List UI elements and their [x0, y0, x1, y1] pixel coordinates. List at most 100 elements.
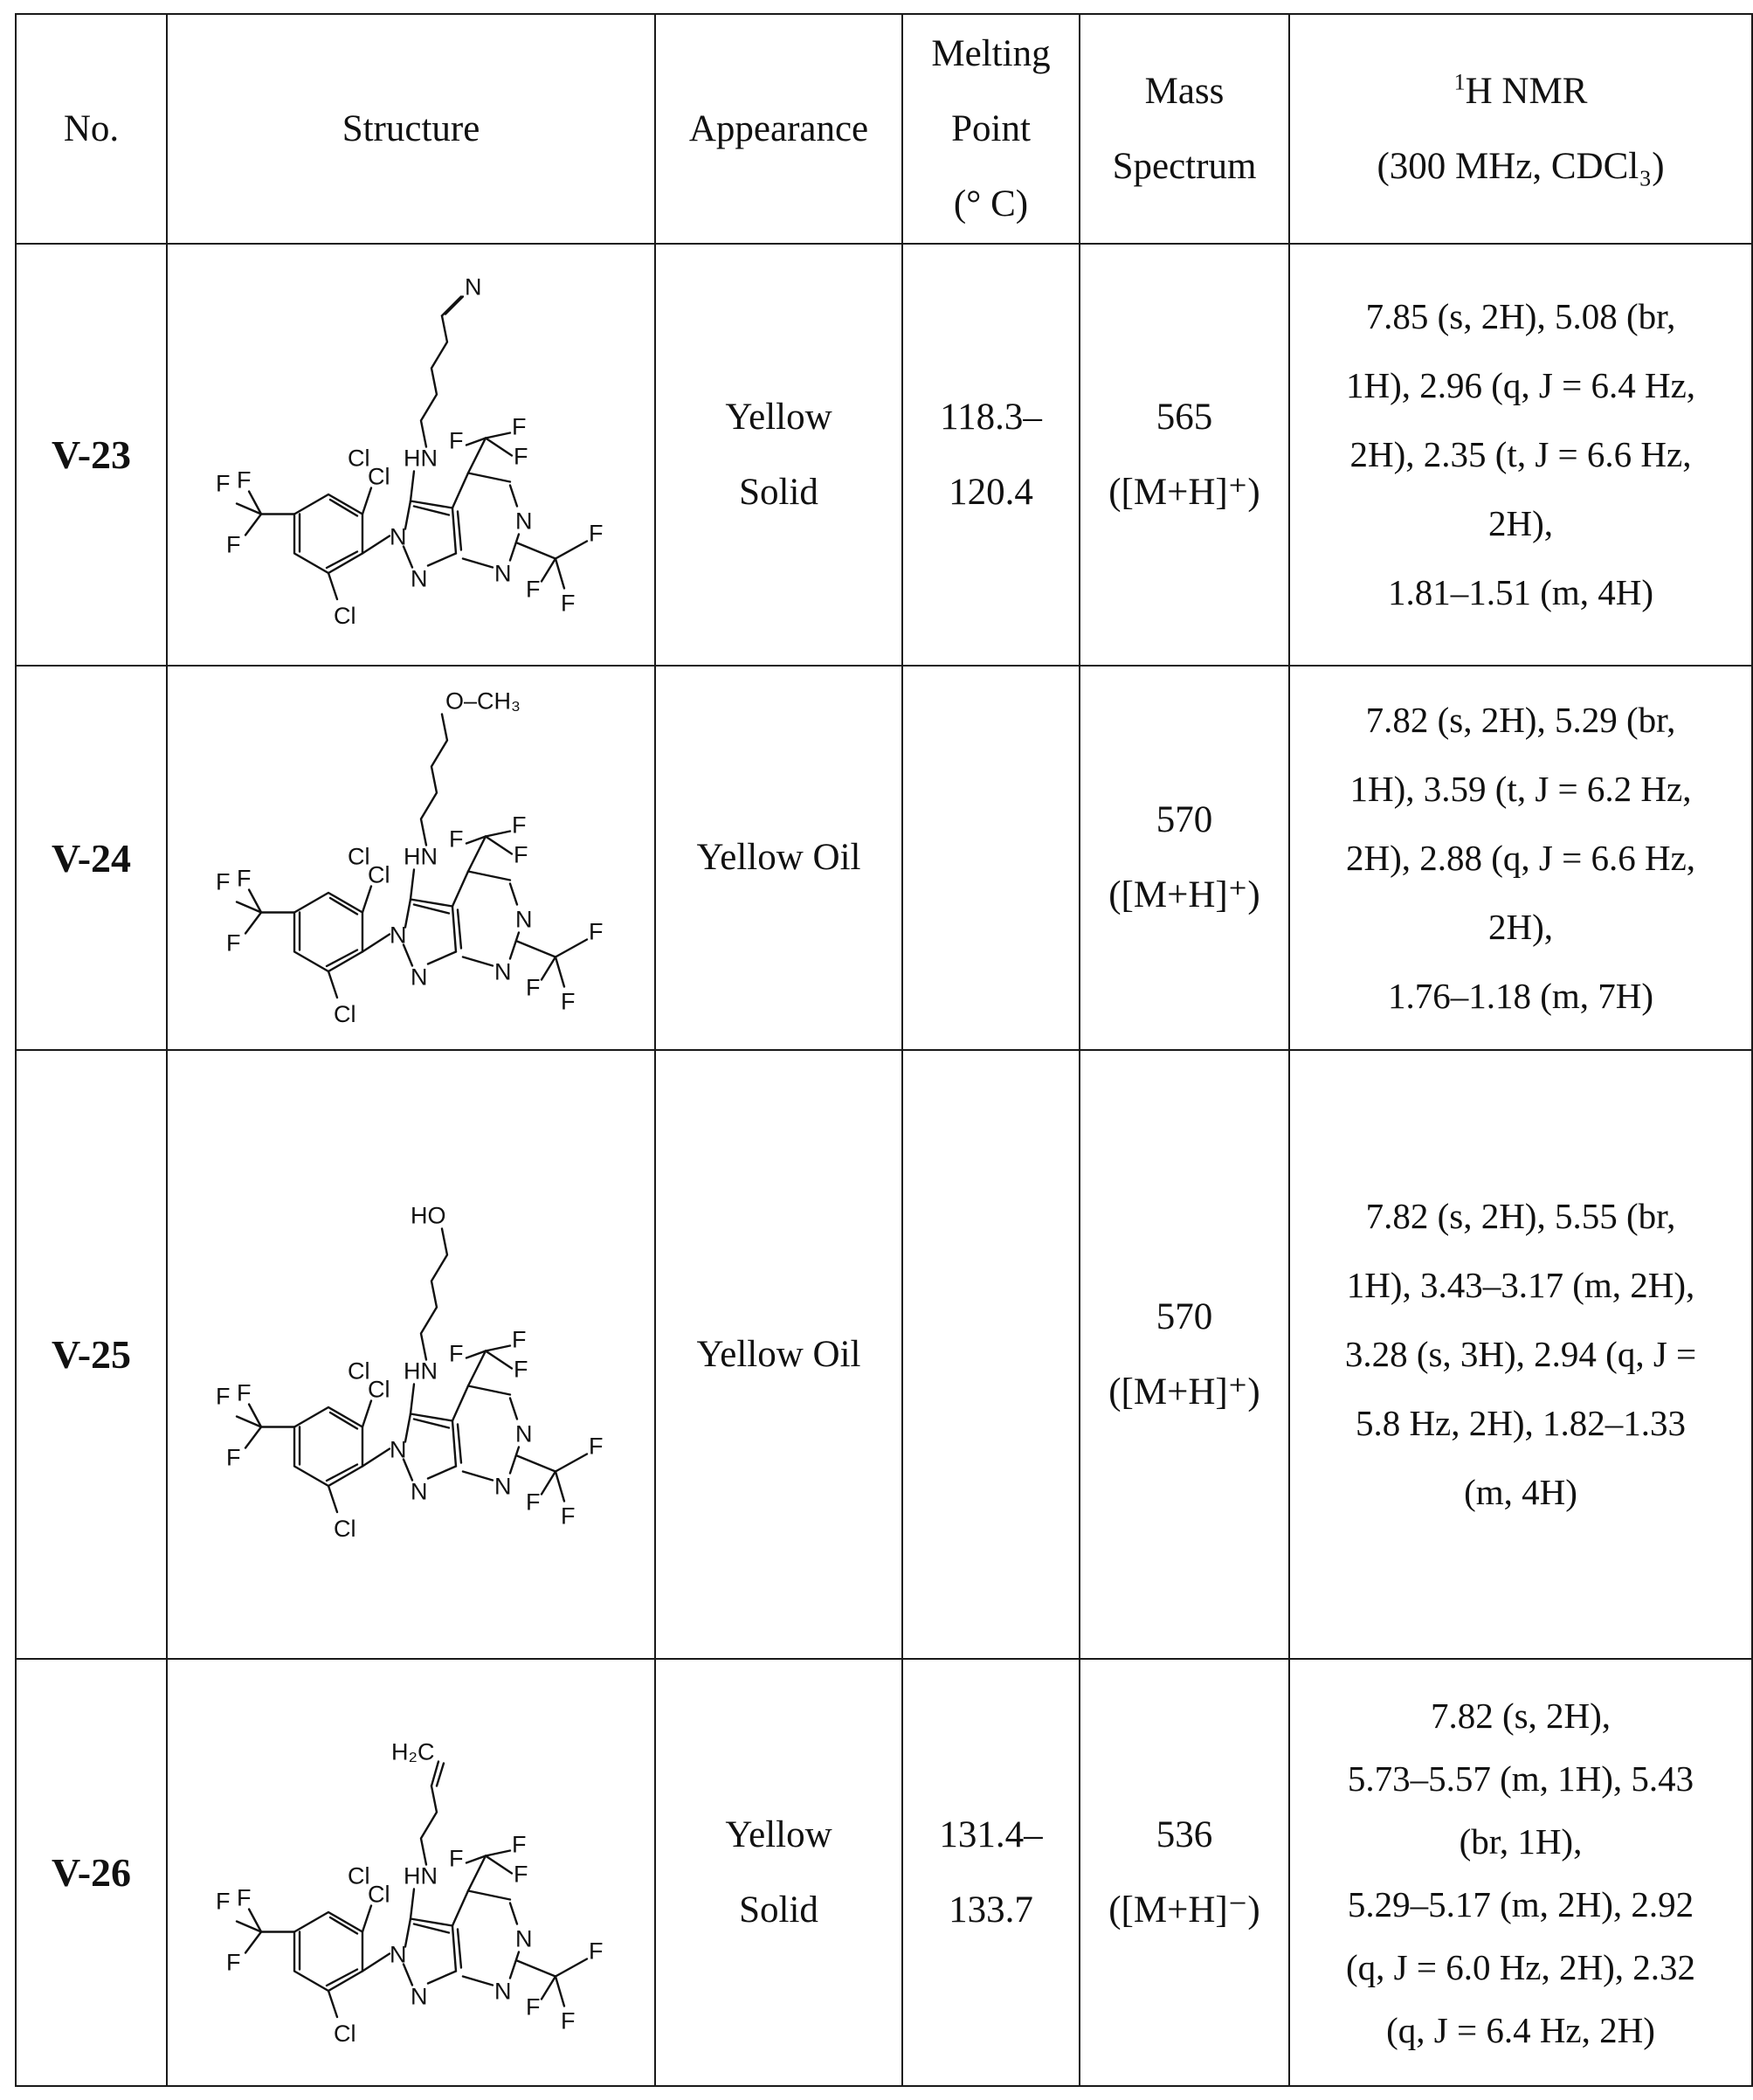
bond — [462, 957, 492, 966]
bond — [245, 913, 261, 934]
benzene-ring — [294, 1912, 362, 1991]
benzene-ring — [294, 893, 362, 971]
bond — [457, 511, 460, 549]
bond — [555, 1958, 586, 1976]
atom-label-n: N — [493, 1978, 511, 2004]
atom-label: F — [448, 1340, 463, 1366]
bond — [541, 1976, 555, 1999]
bond — [462, 1976, 492, 1985]
bond — [541, 558, 555, 581]
bond — [410, 471, 413, 501]
structure-cell: FFFClClNNHNClNNFFFFFFO–CH₃ — [167, 666, 655, 1050]
structure-cell: FFFClClNNHNClNNFFFFFFN — [167, 244, 655, 666]
atom-label: Cl — [367, 1376, 390, 1402]
atom-label: F — [525, 1993, 540, 2020]
header-nmr: 1H NMR (300 MHz, CDCl₃) — [1289, 14, 1752, 244]
chemical-structure-diagram: FFFClClNNHNClNNFFFFFFH₂C — [176, 1689, 647, 2056]
bond — [362, 935, 389, 952]
bond — [441, 296, 460, 315]
bond — [328, 1991, 337, 2017]
bond — [427, 1466, 455, 1478]
bond — [555, 558, 563, 588]
nmr-cell: 7.82 (s, 2H),5.73–5.57 (m, 1H), 5.43(br,… — [1289, 1659, 1752, 2086]
atom-label: F — [511, 413, 526, 439]
atom-label: F — [216, 1888, 231, 1914]
bond — [516, 542, 555, 558]
header-structure: Structure — [167, 14, 655, 244]
table-body: V-23 FFFClClNNHNClNNFFFFFFN YellowSolid … — [16, 244, 1752, 2086]
chain-end-label: O–CH₃ — [445, 688, 520, 715]
bond — [509, 1398, 516, 1419]
bond — [555, 957, 563, 987]
atom-label: F — [511, 1831, 526, 1857]
bond — [485, 1350, 511, 1368]
bond — [420, 1228, 446, 1359]
header-appearance: Appearance — [655, 14, 902, 244]
atom-label: Cl — [334, 1516, 356, 1542]
bond — [555, 1471, 563, 1501]
bond — [509, 1951, 518, 1978]
header-mass-spectrum: Mass Spectrum — [1080, 14, 1289, 244]
bond — [457, 1929, 460, 1967]
atom-label-n: N — [410, 964, 427, 991]
structure-cell: FFFClClNNHNClNNFFFFFFHO — [167, 1050, 655, 1659]
atom-label: F — [513, 443, 528, 469]
atom-label: Cl — [334, 603, 356, 629]
bond — [462, 558, 492, 567]
bond — [427, 1971, 455, 1983]
bond — [485, 1855, 511, 1873]
atom-label: F — [511, 1326, 526, 1352]
atom-label-n: N — [493, 959, 511, 985]
chemical-structure-diagram: FFFClClNNHNClNNFFFFFFHO — [176, 1150, 647, 1560]
bond — [362, 1905, 370, 1931]
atom-label-hn: HN — [403, 1862, 437, 1889]
atom-label-cl: Cl — [347, 1357, 369, 1384]
chain-end-label: HO — [410, 1202, 445, 1228]
bond — [457, 1424, 460, 1462]
atom-label: F — [588, 1938, 603, 1964]
atom-label: F — [237, 1884, 252, 1910]
chemical-structure-diagram: FFFClClNNHNClNNFFFFFFO–CH₃ — [176, 670, 647, 1046]
bond — [328, 971, 337, 998]
atom-label: F — [513, 1356, 528, 1382]
atom-label: F — [588, 1433, 603, 1459]
bond — [452, 473, 509, 508]
atom-label: Cl — [367, 463, 390, 489]
atom-label-hn: HN — [403, 1357, 437, 1384]
bond — [485, 438, 511, 455]
bond — [328, 573, 337, 599]
atom-label: F — [226, 1444, 241, 1470]
bond — [420, 715, 446, 846]
bond — [403, 945, 411, 966]
atom-label-n: N — [514, 907, 532, 933]
bond — [245, 1426, 261, 1447]
bond — [404, 1413, 455, 1466]
bond — [516, 1455, 555, 1471]
header-no: No. — [16, 14, 167, 244]
bond — [509, 1447, 518, 1473]
bond — [445, 296, 462, 314]
compound-number: V-23 — [16, 244, 167, 666]
bond — [410, 870, 413, 900]
atom-label-cl: Cl — [347, 844, 369, 870]
atom-label: F — [511, 812, 526, 839]
bond — [410, 1889, 413, 1918]
atom-label: F — [588, 520, 603, 546]
bond — [555, 541, 586, 558]
atom-label: F — [237, 466, 252, 493]
bond — [462, 1471, 492, 1480]
atom-label: F — [216, 1383, 231, 1409]
atom-label-cl: Cl — [347, 445, 369, 471]
mass-spectrum-cell: 565([M+H]⁺) — [1080, 244, 1289, 666]
bond — [485, 432, 509, 438]
bond — [404, 1918, 455, 1971]
appearance-cell: YellowSolid — [655, 244, 902, 666]
atom-label: Cl — [334, 2021, 356, 2047]
bond — [427, 553, 455, 565]
table-row: V-26 FFFClClNNHNClNNFFFFFFH₂C YellowSoli… — [16, 1659, 1752, 2086]
mass-spectrum-cell: 570([M+H]⁺) — [1080, 1050, 1289, 1659]
bond — [362, 1448, 389, 1466]
bond — [362, 487, 370, 514]
atom-label: F — [226, 531, 241, 557]
atom-label: F — [560, 590, 575, 616]
